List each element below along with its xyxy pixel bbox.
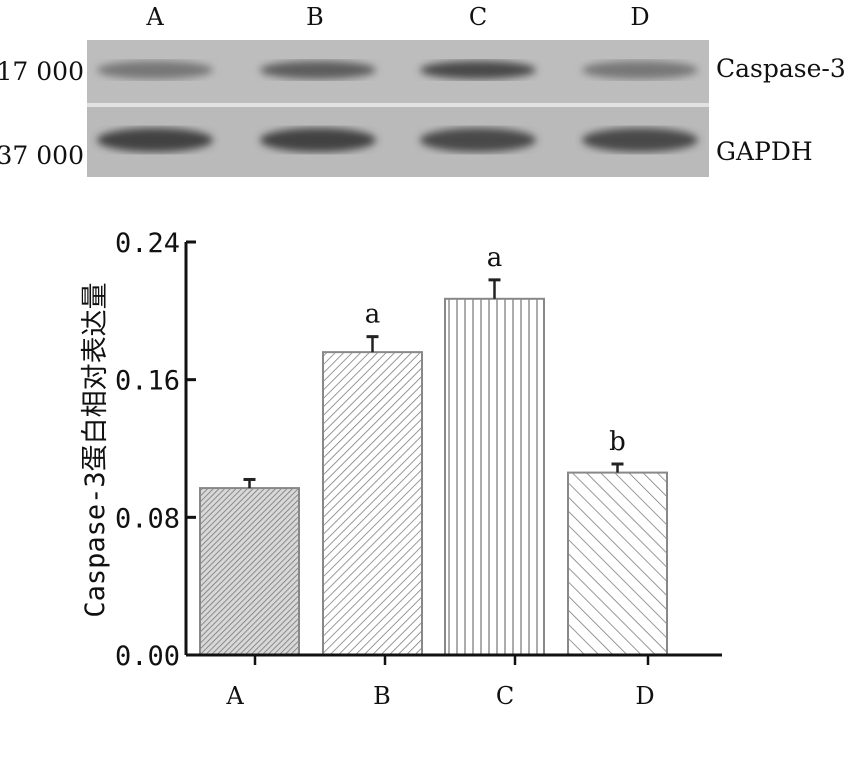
lane-label-b: B xyxy=(306,3,324,31)
lane-label-c: C xyxy=(469,3,487,31)
bar-d xyxy=(567,471,668,657)
band-caspase-3-c xyxy=(420,61,536,79)
band-gapdh-b xyxy=(260,128,376,152)
x-tick-label-a: A xyxy=(225,682,244,710)
bar-c xyxy=(444,297,545,656)
bar-b xyxy=(322,351,423,656)
significance-label-d: b xyxy=(609,427,626,457)
band-gapdh-a xyxy=(97,128,213,152)
y-tick-label: 0.16 xyxy=(115,366,180,397)
significance-label-b: a xyxy=(365,300,381,330)
y-tick-label: 0.08 xyxy=(115,503,180,534)
y-tick-label: 0.00 xyxy=(115,641,180,672)
y-axis-label: Caspase-3蛋白相对表达量 xyxy=(80,282,111,617)
x-tick-label-c: C xyxy=(496,682,514,710)
band-caspase-3-a xyxy=(97,61,213,79)
significance-label-c: a xyxy=(487,243,503,273)
band-gapdh-c xyxy=(420,128,536,152)
band-gapdh-d xyxy=(582,128,698,152)
lane-label-d: D xyxy=(630,3,649,31)
label-caspase3: Caspase-3 xyxy=(716,54,846,83)
label-gapdh: GAPDH xyxy=(716,137,813,166)
blot-divider xyxy=(87,103,709,107)
band-caspase-3-d xyxy=(582,61,698,79)
marker-37000: 37 000 xyxy=(0,141,84,170)
western-blot: A B C D 17 000 37 000 Caspase-3 GAPDH xyxy=(0,3,846,177)
y-tick-label: 0.24 xyxy=(115,228,180,259)
bar-chart: a a b 0.00 0.08 0.16 0.24 A B C D Caspase-3蛋白相对表… xyxy=(80,228,722,710)
marker-17000: 17 000 xyxy=(0,57,84,86)
x-tick-label-b: B xyxy=(373,682,391,710)
lane-label-a: A xyxy=(145,3,164,31)
bar-a xyxy=(199,487,300,656)
x-tick-label-d: D xyxy=(635,682,654,710)
band-caspase-3-b xyxy=(260,61,376,79)
